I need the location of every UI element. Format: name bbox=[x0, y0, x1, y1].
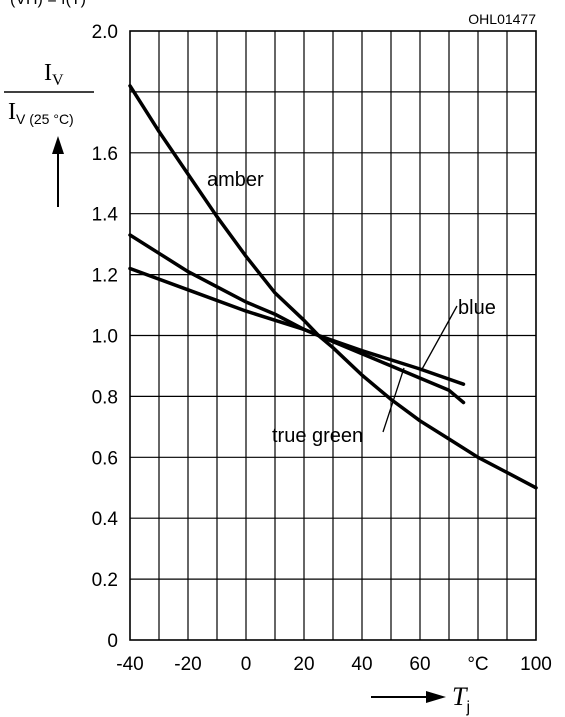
figure-code: OHL01477 bbox=[468, 11, 536, 27]
series-label-amber: amber bbox=[207, 169, 264, 191]
y-tick-label: 1.0 bbox=[92, 327, 118, 348]
leader-true-green bbox=[383, 368, 404, 432]
y-tick-label: 0 bbox=[107, 631, 118, 652]
y-tick-label: 0.2 bbox=[92, 570, 118, 591]
x-tick-label: -20 bbox=[174, 654, 201, 675]
y-axis-label: IV IV (25 °C) bbox=[4, 60, 94, 127]
svg-text:IV (25 °C): IV (25 °C) bbox=[8, 99, 74, 127]
series-label-blue: blue bbox=[458, 297, 496, 319]
x-tick-label: 20 bbox=[293, 654, 314, 675]
y-tick-label: 1.6 bbox=[92, 144, 118, 165]
x-tick-label: °C bbox=[467, 654, 488, 675]
y-axis-arrow bbox=[52, 136, 64, 207]
y-tick-label: 0.8 bbox=[92, 387, 118, 408]
x-tick-label: 100 bbox=[520, 654, 552, 675]
x-tick-label: 40 bbox=[351, 654, 372, 675]
svg-text:IV: IV bbox=[44, 60, 64, 89]
x-tick-label: 60 bbox=[409, 654, 430, 675]
top-fragment: (VH) = f(T) bbox=[10, 0, 86, 8]
leader-blue bbox=[421, 306, 457, 371]
y-tick-label: 2.0 bbox=[92, 22, 118, 43]
series-line-blue bbox=[130, 269, 464, 385]
series-line-true-green bbox=[130, 235, 464, 403]
y-tick-label: 1.2 bbox=[92, 266, 118, 287]
y-tick-label: 0.4 bbox=[92, 509, 119, 530]
x-axis-label: Tj bbox=[371, 682, 470, 716]
x-tick-label: -40 bbox=[116, 654, 143, 675]
grid bbox=[130, 31, 536, 640]
y-tick-label: 0.6 bbox=[92, 448, 118, 469]
y-tick-label: 1.4 bbox=[92, 205, 119, 226]
x-tick-label: 0 bbox=[241, 654, 252, 675]
svg-text:Tj: Tj bbox=[452, 682, 470, 716]
series-label-true-green: true green bbox=[272, 425, 363, 447]
tick-labels: -40 -20 0 20 40 60 °C 100 0 0.2 0.4 0.6 0.8 1.0 1.2 1.4… bbox=[92, 22, 552, 675]
